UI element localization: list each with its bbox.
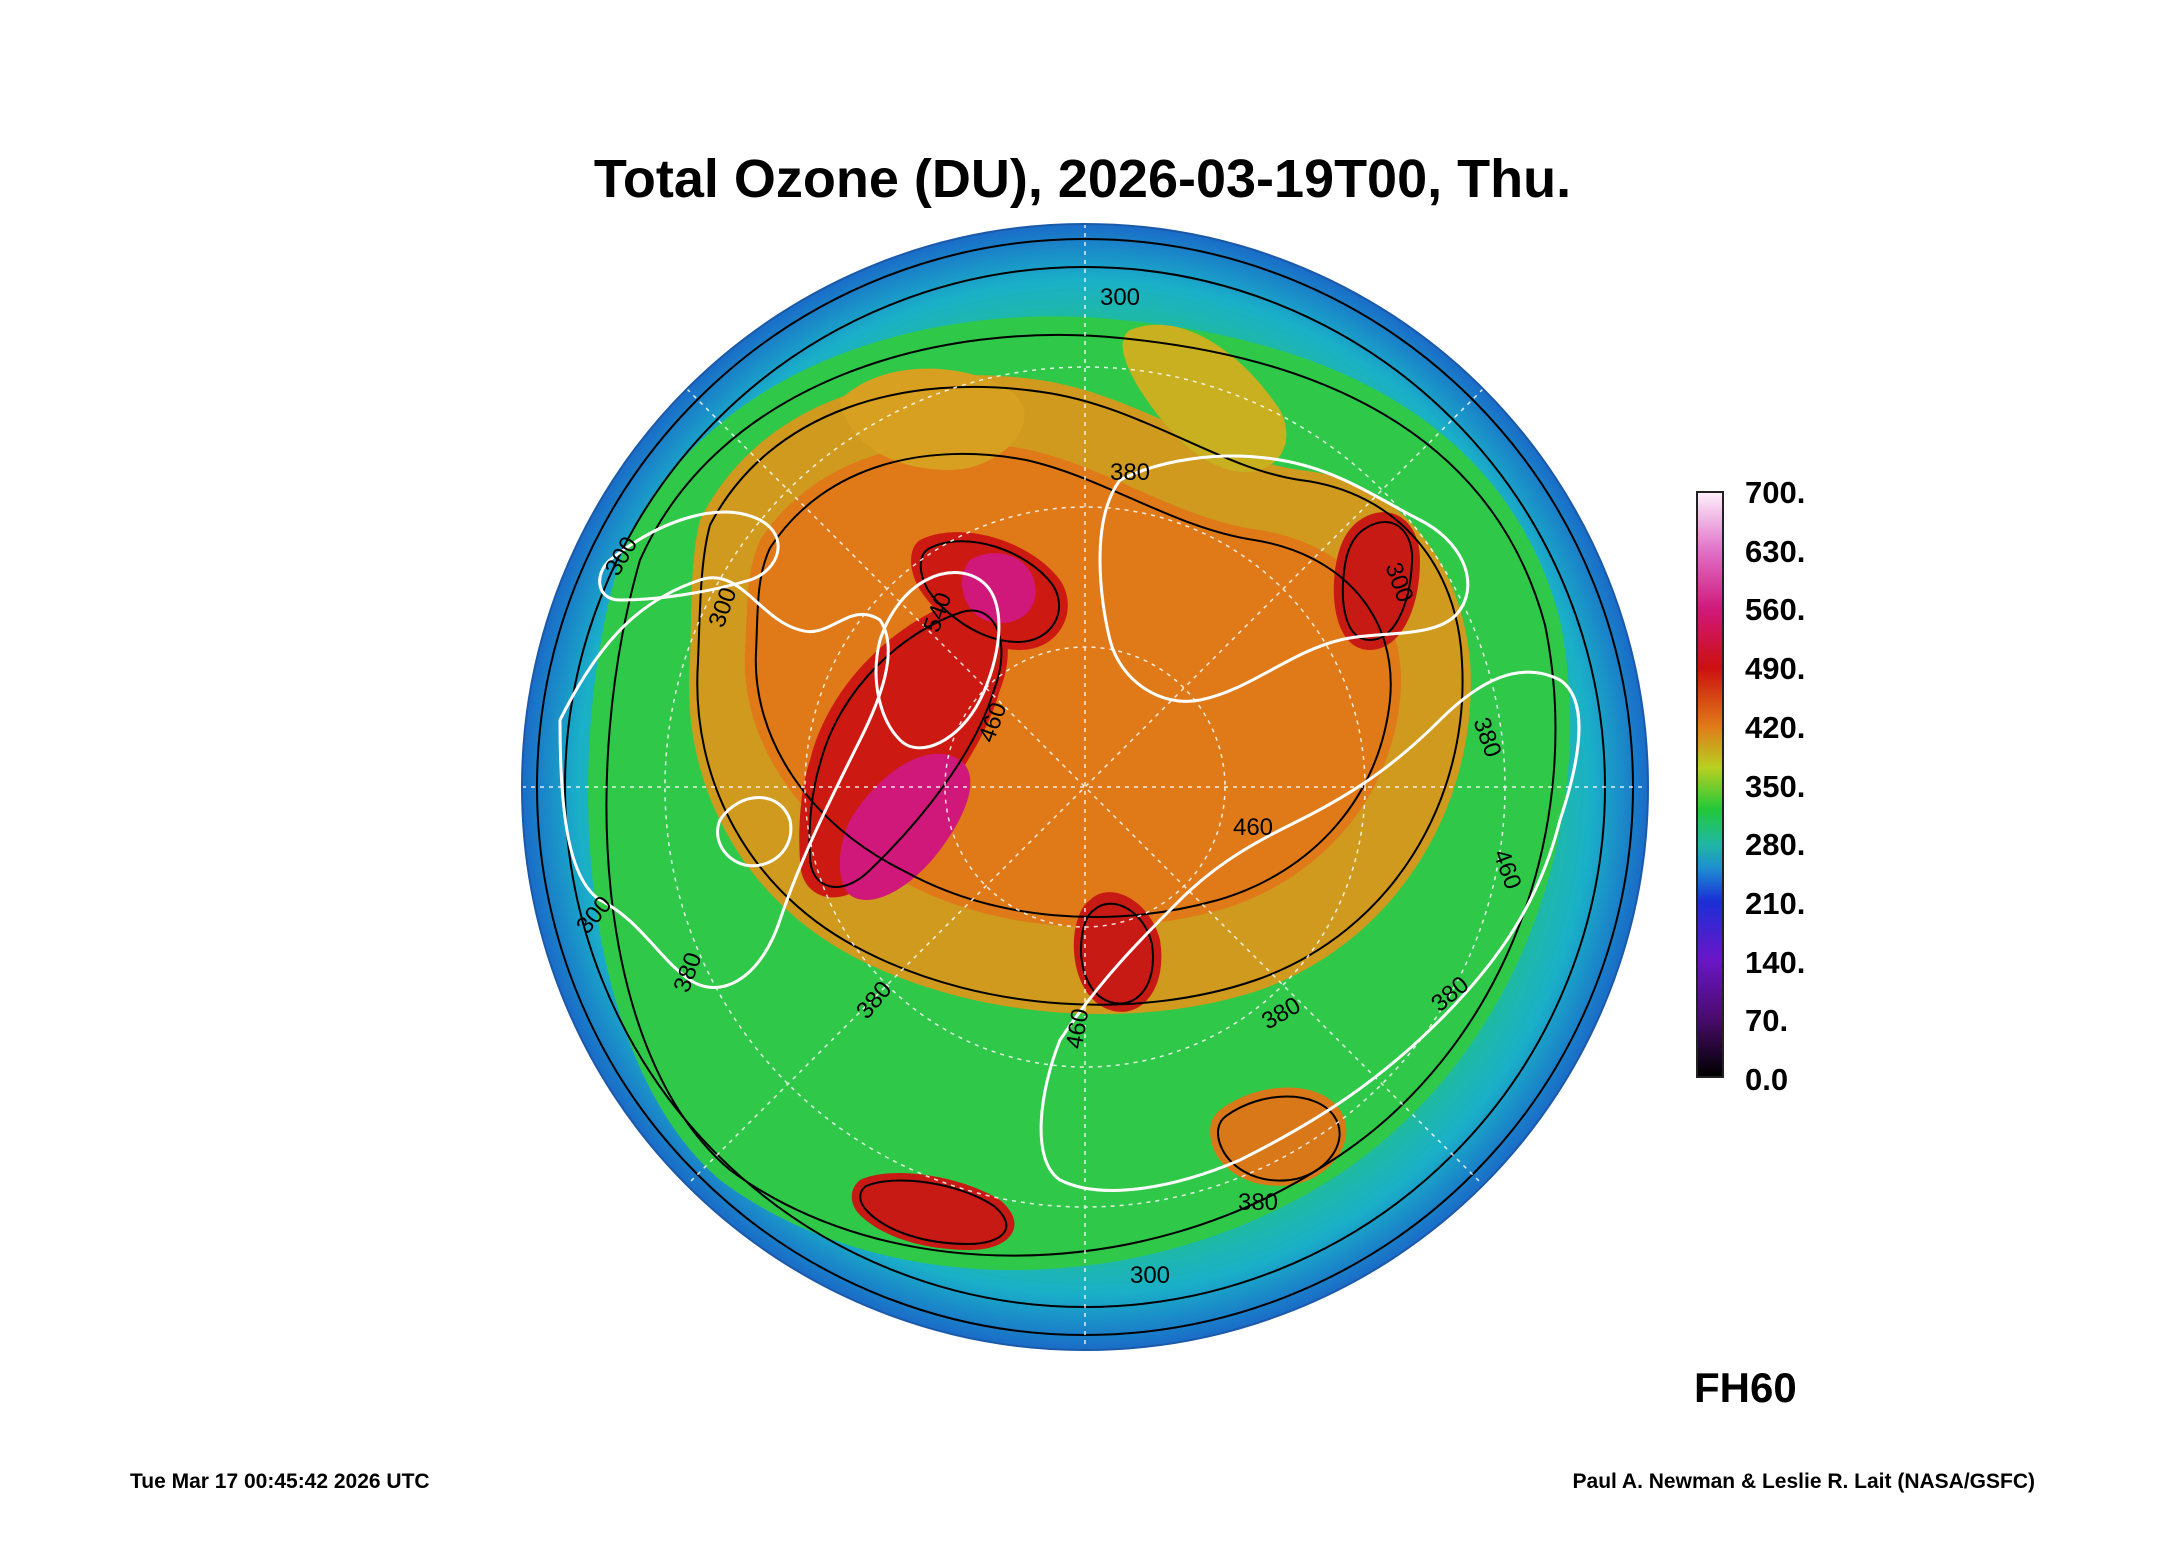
colorbar <box>1696 491 1724 1078</box>
colorbar-tick-label: 630. <box>1745 533 1806 569</box>
graticule <box>522 224 1648 1350</box>
coastlines <box>558 454 1581 1192</box>
coastline-asia-north <box>1098 454 1470 703</box>
latitude-circle-60 <box>804 506 1366 1068</box>
contour-east <box>1341 521 1414 642</box>
colorbar-tick-label: 210. <box>1745 885 1806 921</box>
contour-460 <box>754 452 1392 918</box>
contour-540-west <box>808 609 1003 888</box>
colorbar-tick-label: 490. <box>1745 651 1806 687</box>
contour-label: 300 <box>1100 284 1140 311</box>
colorbar-tick-label: 560. <box>1745 592 1806 628</box>
colorbar-tick-label: 0.0 <box>1745 1062 1789 1097</box>
colorbar-tick-label: 280. <box>1745 827 1806 863</box>
orange-blob-southeast <box>1210 1087 1347 1186</box>
colorbar-tick-label: 350. <box>1745 768 1806 804</box>
colorbar-tick-label: 70. <box>1745 1003 1789 1039</box>
contour-label: 380 <box>1238 1189 1278 1216</box>
contour-label: 460 <box>1233 814 1273 841</box>
colorbar-tick-label: 700. <box>1745 475 1806 510</box>
meridian-diag-2 <box>686 388 1484 1186</box>
red-swath-south <box>1073 892 1162 1012</box>
yellow-arm-top <box>1122 324 1287 472</box>
meridian-diag-1 <box>686 388 1484 1186</box>
contour-south <box>1080 902 1154 1005</box>
contour-label: 380 <box>1110 459 1150 486</box>
magenta-core-north <box>962 553 1036 624</box>
red-swath-east <box>1333 512 1420 650</box>
coastline-north-america <box>558 576 890 989</box>
globe-outline <box>521 223 1649 1351</box>
colorbar-tick-label: 420. <box>1745 709 1806 745</box>
footer-timestamp: Tue Mar 17 00:45:42 2026 UTC <box>130 1470 430 1493</box>
contour-label: 300 <box>1130 1262 1170 1289</box>
coastline-eurasia <box>1039 670 1581 1192</box>
coastline-hudson <box>716 796 793 868</box>
magenta-core <box>839 753 971 900</box>
forecast-hour-label: FH60 <box>1694 1364 1797 1411</box>
contour-300 <box>605 333 1557 1257</box>
yellow-arm-topleft <box>840 368 1025 470</box>
contour-se-blob <box>1217 1095 1341 1182</box>
ozone-field <box>522 224 1648 1350</box>
footer-credit: Paul A. Newman & Leslie R. Lait (NASA/GS… <box>1572 1470 2035 1493</box>
map-title: Total Ozone (DU), 2026-03-19T00, Thu. <box>593 149 1572 209</box>
contour-540-north <box>919 540 1061 644</box>
coastline-greenland <box>874 571 1001 750</box>
colorbar-tick-label: 140. <box>1745 944 1806 980</box>
coastline-alaska <box>598 510 780 602</box>
contour-sw-blob <box>859 1179 1008 1246</box>
red-blob-southwest <box>851 1172 1015 1250</box>
